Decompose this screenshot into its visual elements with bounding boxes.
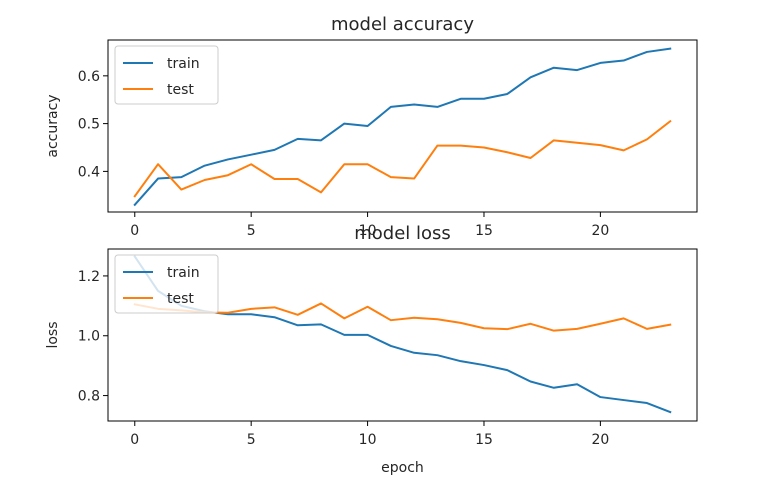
x-axis-label: epoch [381,460,424,476]
series-line-test [133,302,672,332]
series-line-train [133,47,672,207]
x-tick-label: 15 [475,432,493,448]
axes-frame [107,39,698,213]
x-tick-label: 20 [591,223,609,239]
y-axis-label: accuracy [45,94,61,157]
axes-frame [107,248,698,422]
panel-accuracy: 0 5 10 15 20 0.4 0.5 0.6 model accuracy accuracy t… [45,14,698,239]
y-tick-label: 0.5 [78,117,100,133]
x-tick-label: 0 [130,223,139,239]
y-tick-label: 0.8 [78,389,100,405]
x-tick-label: 0 [130,432,139,448]
panel-loss: 0 5 10 15 20 0.8 1.0 1.2 model loss loss epoch trai… [45,223,698,476]
y-tick-label: 0.6 [78,69,100,85]
series-line-test [133,119,672,198]
y-tick-label: 1.2 [78,269,100,285]
legend-label-test: test [167,291,194,307]
x-tick-label: 10 [359,432,377,448]
chart-title-accuracy: model accuracy [331,14,474,35]
legend-label-train: train [167,56,200,72]
legend: train test [114,254,219,314]
legend-label-train: train [167,265,200,281]
x-tick-label: 5 [247,223,256,239]
x-tick-label: 20 [591,432,609,448]
x-tick-label: 5 [247,432,256,448]
legend: train test [114,45,219,105]
x-tick-label: 15 [475,223,493,239]
y-tick-label: 1.0 [78,329,100,345]
y-axis-label: loss [45,321,61,348]
legend-label-test: test [167,82,194,98]
x-tick-label: 10 [359,223,377,239]
chart-title-loss: model loss [354,223,451,244]
y-tick-label: 0.4 [78,164,100,180]
series-line-train [133,255,672,414]
